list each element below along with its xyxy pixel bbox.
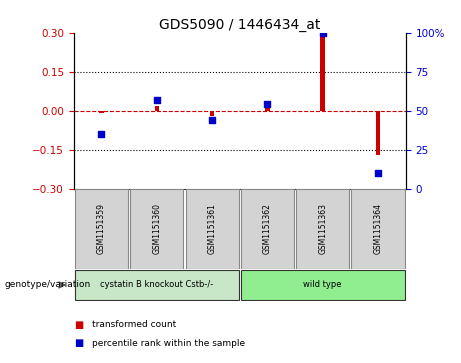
Bar	[185, 189, 239, 269]
Text: transformed count: transformed count	[92, 321, 177, 329]
Text: GSM1151363: GSM1151363	[318, 203, 327, 254]
Bar	[154, 106, 159, 111]
Bar	[210, 111, 214, 116]
Text: percentile rank within the sample: percentile rank within the sample	[92, 339, 245, 347]
Text: wild type: wild type	[303, 280, 342, 289]
Bar	[320, 33, 325, 111]
Bar	[241, 189, 294, 269]
Text: cystatin B knockout Cstb-/-: cystatin B knockout Cstb-/-	[100, 280, 213, 289]
Bar	[99, 111, 104, 113]
Text: GSM1151361: GSM1151361	[207, 203, 217, 254]
Point	[264, 102, 271, 107]
Text: ■: ■	[74, 338, 83, 348]
Bar	[130, 189, 183, 269]
Bar	[75, 270, 239, 300]
Text: GSM1151360: GSM1151360	[152, 203, 161, 254]
Bar	[265, 106, 270, 111]
Bar	[296, 189, 349, 269]
Bar	[376, 111, 380, 155]
Text: genotype/variation: genotype/variation	[5, 281, 91, 289]
Point	[98, 131, 105, 137]
Bar	[241, 270, 405, 300]
Bar	[75, 189, 128, 269]
Title: GDS5090 / 1446434_at: GDS5090 / 1446434_at	[159, 18, 320, 32]
Point	[374, 170, 382, 176]
Point	[319, 30, 326, 36]
Text: GSM1151359: GSM1151359	[97, 203, 106, 254]
Text: GSM1151362: GSM1151362	[263, 203, 272, 254]
Bar	[351, 189, 405, 269]
Text: GSM1151364: GSM1151364	[373, 203, 383, 254]
Text: ■: ■	[74, 320, 83, 330]
Point	[208, 117, 216, 123]
Point	[153, 97, 160, 103]
